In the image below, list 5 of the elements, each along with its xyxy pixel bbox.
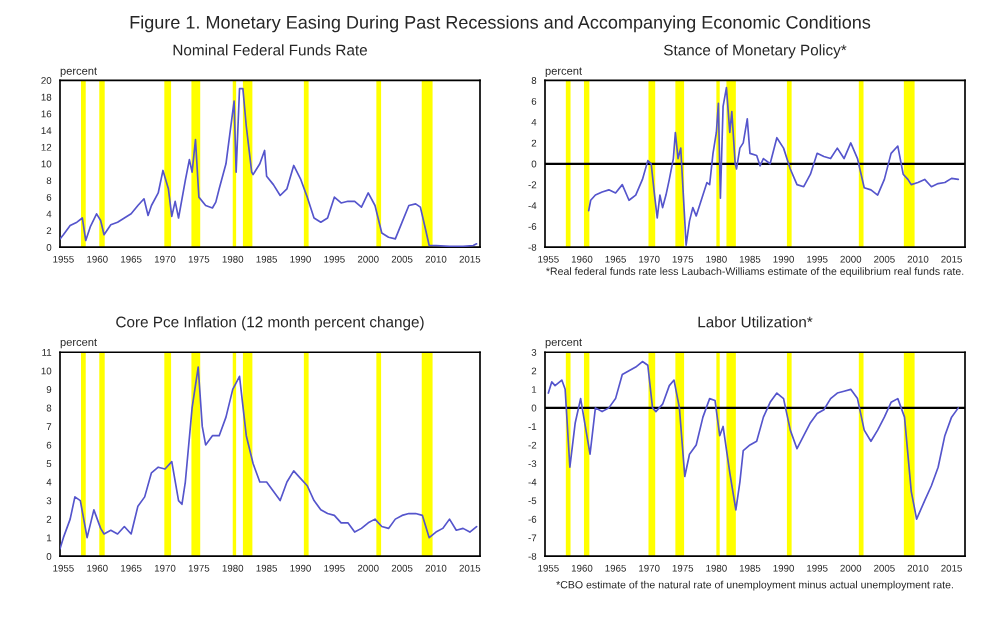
line-series bbox=[60, 87, 478, 248]
line-series bbox=[547, 360, 960, 520]
line-series bbox=[587, 86, 960, 246]
caption: Figure 1. Monetary Easing During Past Recessions and Accompanying Economic Conditions bbox=[130, 15, 871, 33]
line-series bbox=[60, 366, 478, 550]
